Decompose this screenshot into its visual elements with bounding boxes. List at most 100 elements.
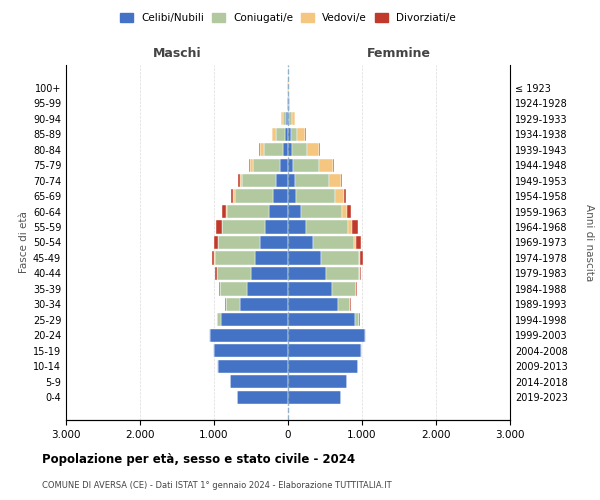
Bar — [263, 143, 283, 156]
Bar — [276, 174, 288, 187]
Bar — [260, 143, 263, 156]
Bar — [292, 112, 295, 126]
Bar — [288, 96, 289, 110]
Bar — [218, 236, 260, 249]
Bar — [288, 112, 289, 126]
Bar — [249, 158, 250, 172]
Bar — [230, 375, 288, 388]
Bar — [253, 158, 280, 172]
Bar — [226, 298, 240, 311]
Bar — [288, 143, 292, 156]
Bar — [288, 174, 295, 187]
Bar — [360, 267, 361, 280]
Bar — [288, 128, 290, 140]
Bar — [349, 220, 352, 234]
Bar — [296, 190, 335, 202]
Text: Maschi: Maschi — [152, 47, 202, 60]
Y-axis label: Anni di nascita: Anni di nascita — [584, 204, 595, 281]
Bar — [223, 205, 226, 218]
Bar — [283, 112, 286, 126]
Bar — [269, 205, 288, 218]
Bar — [254, 252, 288, 264]
Bar — [211, 329, 288, 342]
Bar — [313, 236, 354, 249]
Bar — [338, 298, 350, 311]
Bar — [343, 190, 346, 202]
Bar — [326, 267, 359, 280]
Bar — [214, 344, 288, 358]
Bar — [250, 158, 253, 172]
Bar — [231, 190, 233, 202]
Bar — [288, 360, 358, 373]
Bar — [341, 174, 342, 187]
Bar — [238, 174, 239, 187]
Bar — [273, 190, 288, 202]
Text: Popolazione per età, sesso e stato civile - 2024: Popolazione per età, sesso e stato civil… — [42, 452, 355, 466]
Bar — [235, 190, 273, 202]
Bar — [276, 128, 284, 140]
Bar — [240, 298, 288, 311]
Bar — [289, 112, 292, 126]
Bar — [307, 143, 319, 156]
Text: Femmine: Femmine — [367, 47, 431, 60]
Bar — [341, 205, 347, 218]
Bar — [288, 190, 296, 202]
Bar — [335, 190, 343, 202]
Bar — [301, 205, 341, 218]
Bar — [217, 267, 251, 280]
Y-axis label: Fasce di età: Fasce di età — [19, 212, 29, 274]
Bar — [288, 220, 306, 234]
Bar — [215, 252, 254, 264]
Bar — [288, 158, 293, 172]
Bar — [281, 112, 283, 126]
Bar — [242, 174, 276, 187]
Bar — [365, 329, 366, 342]
Text: COMUNE DI AVERSA (CE) - Dati ISTAT 1° gennaio 2024 - Elaborazione TUTTITALIA.IT: COMUNE DI AVERSA (CE) - Dati ISTAT 1° ge… — [42, 481, 392, 490]
Bar — [212, 252, 214, 264]
Bar — [319, 143, 320, 156]
Bar — [284, 128, 288, 140]
Bar — [288, 314, 355, 326]
Bar — [251, 267, 288, 280]
Bar — [288, 329, 365, 342]
Bar — [288, 252, 320, 264]
Bar — [260, 236, 288, 249]
Bar — [352, 220, 358, 234]
Bar — [320, 252, 359, 264]
Bar — [217, 314, 221, 326]
Bar — [233, 190, 235, 202]
Bar — [288, 236, 313, 249]
Bar — [288, 282, 332, 296]
Bar — [295, 174, 329, 187]
Bar — [222, 220, 265, 234]
Bar — [288, 267, 326, 280]
Bar — [297, 128, 305, 140]
Bar — [332, 282, 356, 296]
Bar — [360, 252, 363, 264]
Bar — [286, 112, 288, 126]
Bar — [239, 174, 242, 187]
Bar — [283, 143, 288, 156]
Bar — [209, 329, 211, 342]
Bar — [216, 220, 221, 234]
Bar — [288, 205, 301, 218]
Bar — [288, 390, 341, 404]
Bar — [226, 205, 227, 218]
Bar — [292, 143, 307, 156]
Bar — [293, 158, 319, 172]
Bar — [288, 344, 361, 358]
Bar — [329, 174, 341, 187]
Bar — [359, 252, 360, 264]
Bar — [319, 158, 333, 172]
Bar — [215, 267, 217, 280]
Bar — [290, 128, 297, 140]
Bar — [356, 236, 361, 249]
Bar — [354, 236, 356, 249]
Bar — [265, 220, 288, 234]
Bar — [355, 314, 359, 326]
Bar — [218, 360, 288, 373]
Bar — [220, 282, 247, 296]
Bar — [221, 314, 288, 326]
Bar — [347, 205, 351, 218]
Bar — [272, 128, 276, 140]
